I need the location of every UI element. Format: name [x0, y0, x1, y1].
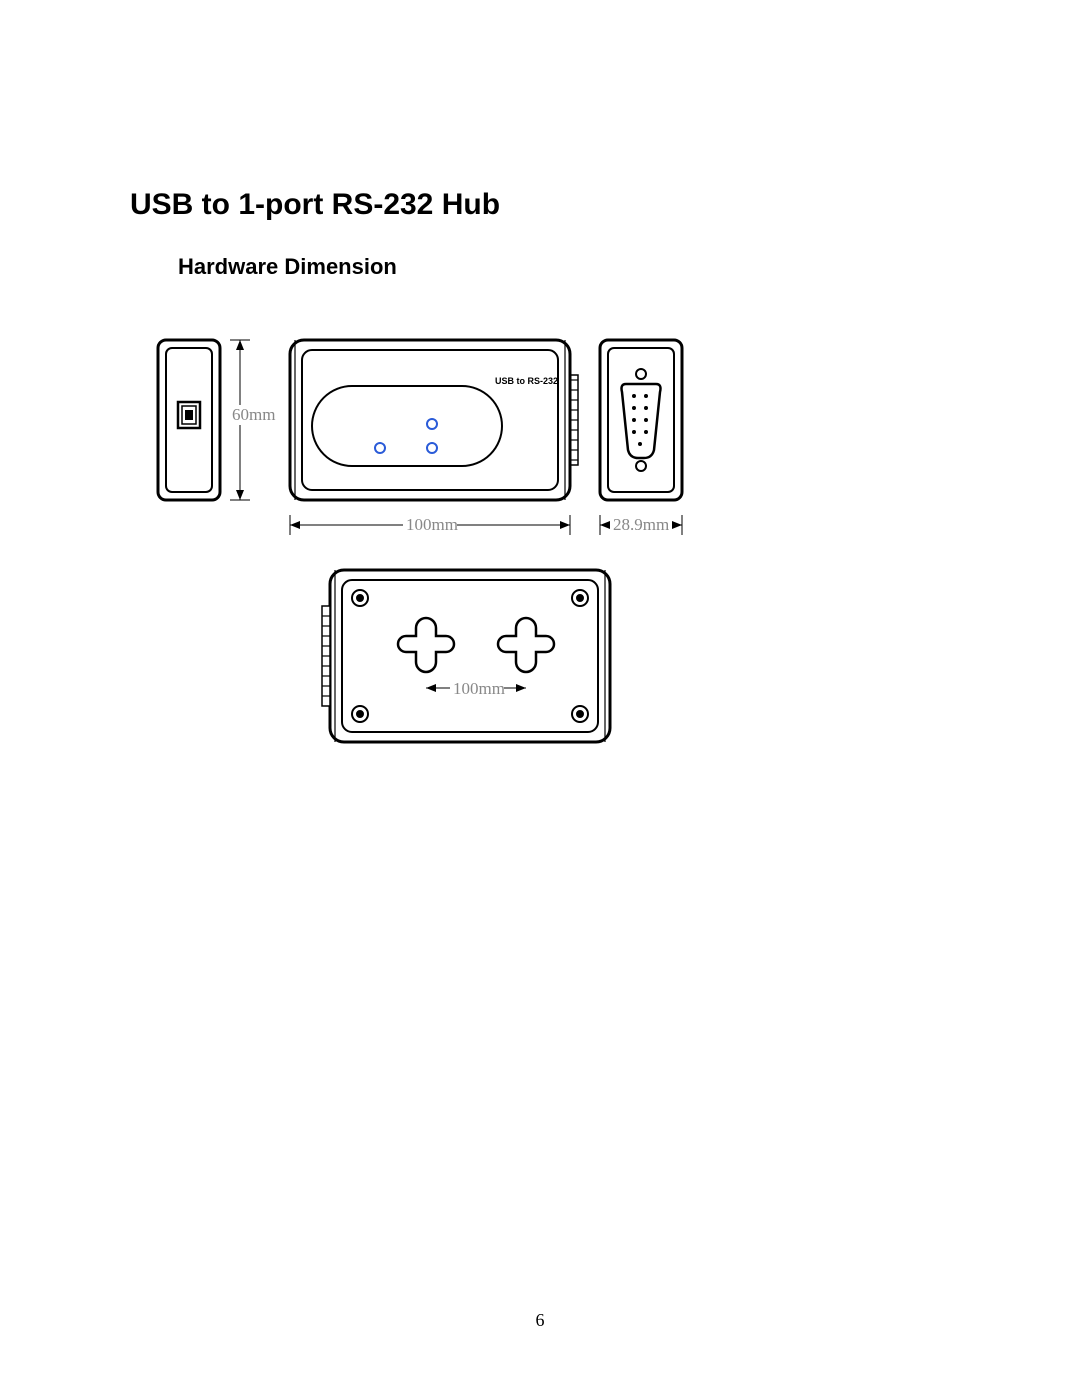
page-number: 6 [0, 1310, 1080, 1331]
dimension-depth: 28.9mm [600, 514, 682, 535]
dim-height-label: 60mm [232, 405, 275, 424]
top-view: USB to RS-232 [290, 340, 578, 500]
section-subtitle: Hardware Dimension [178, 254, 397, 280]
bottom-view: 100mm [322, 570, 610, 742]
document-page: USB to 1-port RS-232 Hub Hardware Dimens… [0, 0, 1080, 1397]
hardware-dimension-diagram: 60mm USB to RS-232 [140, 320, 760, 840]
page-title: USB to 1-port RS-232 Hub [130, 188, 500, 222]
product-label-text: USB to RS-232 [495, 376, 558, 386]
dimension-width: 100mm [290, 514, 570, 535]
dim-width-label: 100mm [406, 515, 458, 534]
side-view-right [600, 340, 682, 500]
dim-depth-label: 28.9mm [613, 515, 669, 534]
dim-mount-label: 100mm [453, 679, 505, 698]
dimension-height: 60mm [228, 340, 275, 500]
side-view-left [158, 340, 220, 500]
